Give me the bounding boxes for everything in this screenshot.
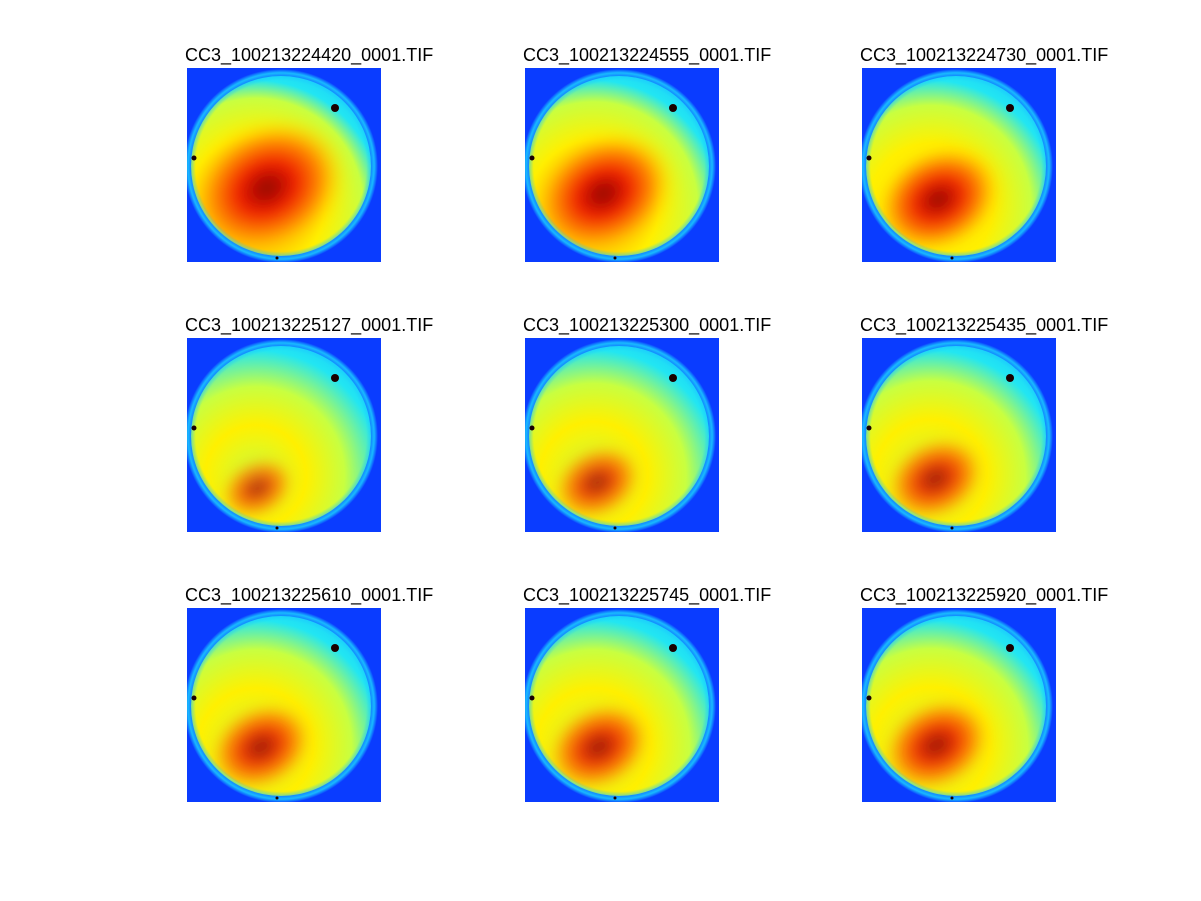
- image-panel: CC3_100213224420_0001.TIF: [185, 44, 467, 274]
- panel-title: CC3_100213224420_0001.TIF: [185, 45, 434, 65]
- image-artifact: [529, 695, 535, 701]
- image-artifact: [1006, 644, 1014, 652]
- allsky-image: [525, 608, 719, 802]
- allsky-image: [862, 608, 1056, 802]
- image-artifact: [275, 256, 279, 260]
- allsky-image: [525, 68, 719, 262]
- disk-rim: [187, 69, 378, 262]
- image-artifact: [613, 256, 617, 260]
- image-artifact: [331, 104, 339, 112]
- allsky-image: [862, 338, 1056, 532]
- image-artifact: [529, 155, 535, 161]
- disk-rim: [862, 609, 1053, 802]
- image-panel: CC3_100213224555_0001.TIF: [523, 44, 805, 274]
- allsky-image: [187, 338, 381, 532]
- image-artifact: [275, 526, 279, 530]
- allsky-image: [525, 338, 719, 532]
- image-panel: CC3_100213225920_0001.TIF: [860, 584, 1142, 814]
- image-artifact: [191, 695, 197, 701]
- image-panel: CC3_100213224730_0001.TIF: [860, 44, 1142, 274]
- image-artifact: [866, 695, 872, 701]
- disk-rim: [187, 339, 378, 532]
- image-artifact: [866, 425, 872, 431]
- panel-title: CC3_100213225610_0001.TIF: [185, 585, 434, 605]
- disk-rim: [862, 69, 1053, 262]
- image-artifact: [1006, 374, 1014, 382]
- image-panel: CC3_100213225435_0001.TIF: [860, 314, 1142, 544]
- image-artifact: [191, 425, 197, 431]
- panel-title: CC3_100213225300_0001.TIF: [523, 315, 772, 335]
- image-panel: CC3_100213225610_0001.TIF: [185, 584, 467, 814]
- image-artifact: [1006, 104, 1014, 112]
- image-artifact: [191, 155, 197, 161]
- image-artifact: [331, 644, 339, 652]
- image-panel: CC3_100213225127_0001.TIF: [185, 314, 467, 544]
- allsky-image: [187, 68, 381, 262]
- image-artifact: [950, 526, 954, 530]
- panel-title: CC3_100213224730_0001.TIF: [860, 45, 1109, 65]
- image-panel: CC3_100213225300_0001.TIF: [523, 314, 805, 544]
- disk-rim: [862, 339, 1053, 532]
- image-artifact: [669, 104, 677, 112]
- image-artifact: [866, 155, 872, 161]
- panel-title: CC3_100213224555_0001.TIF: [523, 45, 772, 65]
- panel-title: CC3_100213225920_0001.TIF: [860, 585, 1109, 605]
- image-artifact: [669, 374, 677, 382]
- image-artifact: [275, 796, 279, 800]
- disk-rim: [187, 609, 378, 802]
- allsky-image: [862, 68, 1056, 262]
- panel-title: CC3_100213225127_0001.TIF: [185, 315, 434, 335]
- disk-rim: [525, 609, 716, 802]
- disk-rim: [525, 339, 716, 532]
- disk-rim: [525, 69, 716, 262]
- allsky-image: [187, 608, 381, 802]
- image-artifact: [950, 256, 954, 260]
- panel-title: CC3_100213225435_0001.TIF: [860, 315, 1109, 335]
- image-panel: CC3_100213225745_0001.TIF: [523, 584, 805, 814]
- image-artifact: [669, 644, 677, 652]
- image-artifact: [613, 526, 617, 530]
- image-artifact: [529, 425, 535, 431]
- image-artifact: [950, 796, 954, 800]
- image-artifact: [331, 374, 339, 382]
- image-artifact: [613, 796, 617, 800]
- panel-title: CC3_100213225745_0001.TIF: [523, 585, 772, 605]
